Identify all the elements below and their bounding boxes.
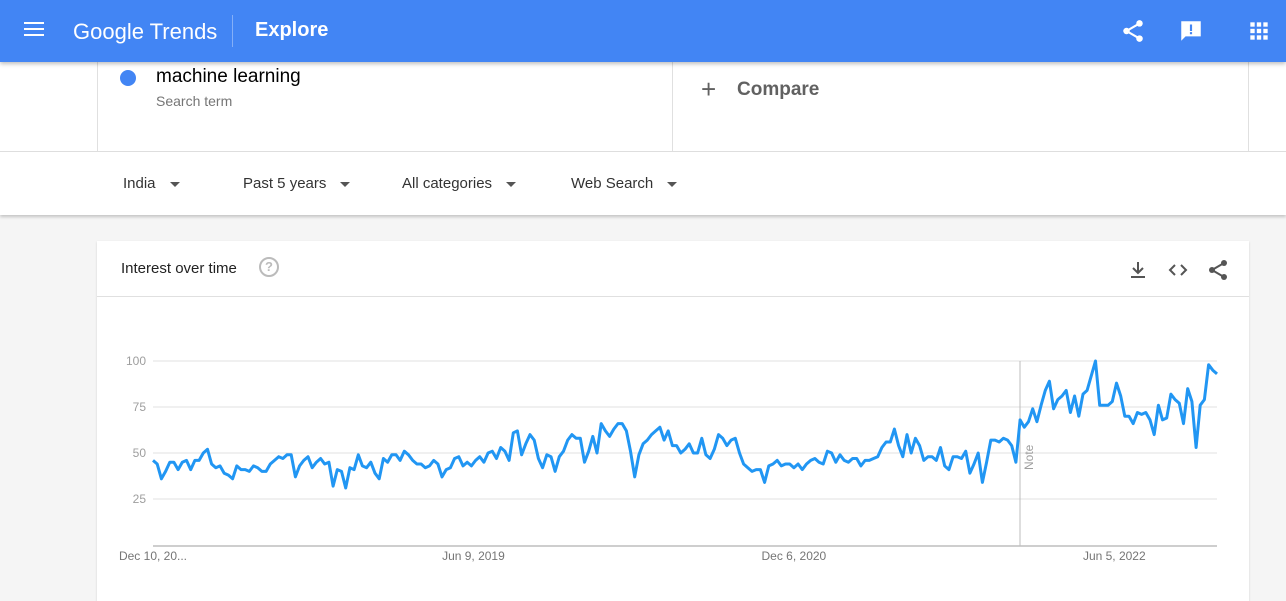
region-label: India [123,175,156,192]
x-tick-label: Jun 9, 2019 [442,549,505,563]
search-term-label: Search term [156,93,233,109]
x-tick-label: Dec 10, 20... [119,549,187,563]
category-label: All categories [402,175,493,192]
time-range-dropdown[interactable]: Past 5 years [243,175,351,192]
divider [232,15,233,47]
apps-icon[interactable] [1246,18,1272,44]
compare-label: Compare [737,79,820,100]
menu-icon[interactable] [24,22,44,40]
chevron-down-icon [169,181,180,187]
app-header: Google Trends Explore [0,0,1286,62]
note-label: Note [1022,444,1036,470]
help-icon[interactable]: ? [259,257,279,277]
x-tick-label: Dec 6, 2020 [762,549,827,563]
share-icon[interactable] [1206,258,1230,282]
chevron-down-icon [340,181,351,187]
plus-icon: + [701,74,717,104]
interest-chart: 25 50 75 100 Dec 10, 20... Jun 9, 2019 Dec 6, … [119,354,1218,563]
y-tick-label: 50 [133,446,147,460]
filter-bar: India Past 5 years All categories Web Se… [0,152,1286,215]
search-type-label: Web Search [571,175,654,192]
embed-icon[interactable] [1166,258,1190,282]
term-color-dot [120,70,136,86]
feedback-icon[interactable] [1178,18,1204,44]
download-icon[interactable] [1126,258,1150,282]
interest-over-time-card: Interest over time ? [97,241,1249,601]
google-trends-logo[interactable]: Google Trends [73,19,218,44]
compare-button[interactable]: + Compare [672,62,1249,151]
y-tick-label: 75 [133,400,147,414]
time-range-label: Past 5 years [243,175,327,192]
card-header: Interest over time ? [97,241,1249,297]
search-term-card[interactable]: machine learning Search term [97,62,673,151]
chevron-down-icon [667,181,678,187]
page-title: Explore [255,19,329,41]
y-tick-label: 100 [126,354,146,368]
chevron-down-icon [506,181,517,187]
category-dropdown[interactable]: All categories [402,175,517,192]
search-terms-bar: machine learning Search term + Compare [0,62,1286,152]
share-icon[interactable] [1120,18,1146,44]
search-type-dropdown[interactable]: Web Search [571,175,678,192]
search-term[interactable]: machine learning [156,66,301,87]
card-title: Interest over time [121,260,237,277]
x-tick-label: Jun 5, 2022 [1083,549,1146,563]
series-line [152,359,1218,490]
y-tick-label: 25 [133,492,147,506]
region-dropdown[interactable]: India [123,175,180,192]
